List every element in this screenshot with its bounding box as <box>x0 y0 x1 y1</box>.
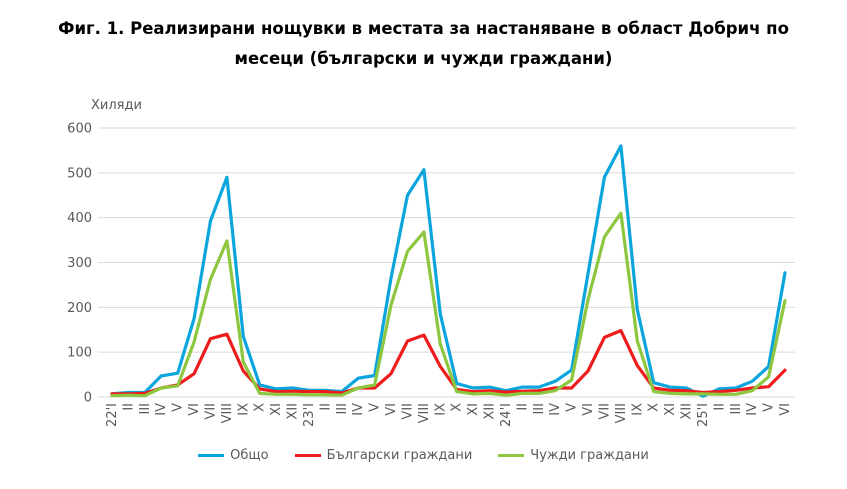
x-tick-label: II <box>121 403 136 411</box>
x-tick-label: IV <box>548 403 563 416</box>
legend-item: Чужди граждани <box>498 448 649 463</box>
x-tick-label: VIII <box>614 403 629 423</box>
x-tick-label: IX <box>236 403 251 416</box>
chart-legend: Общо Български граждани Чужди граждани <box>0 448 847 463</box>
x-tick-label: XII <box>680 403 695 420</box>
legend-item: Български граждани <box>294 448 473 463</box>
x-tick-label: III <box>138 403 153 415</box>
legend-label: Чужди граждани <box>530 448 649 463</box>
y-tick-label: 600 <box>67 122 92 137</box>
x-tick-label: XI <box>663 403 678 416</box>
x-tick-label: VI <box>187 403 202 416</box>
chart-title-line-1: Фиг. 1. Реализирани нощувки в местата за… <box>58 19 789 38</box>
y-tick-label: 200 <box>67 301 92 316</box>
y-tick-label: 100 <box>67 346 92 361</box>
y-axis-label: Хиляди <box>91 98 142 113</box>
legend-swatch <box>498 454 525 457</box>
x-tick-label: III <box>729 403 744 415</box>
x-tick-label: IX <box>630 403 645 416</box>
x-tick-label: II <box>515 403 530 411</box>
series-line-2 <box>110 329 787 396</box>
x-tick-label: VI <box>581 403 596 416</box>
x-tick-label: IV <box>154 403 169 416</box>
series-line-1 <box>110 144 787 398</box>
legend-label: Общо <box>230 448 269 463</box>
x-tick-label: V <box>171 403 186 412</box>
x-tick-label: XI <box>269 403 284 416</box>
x-tick-label: IV <box>351 403 366 416</box>
x-tick-label: 23'I <box>302 403 317 427</box>
x-tick-label: X <box>647 403 662 412</box>
y-tick-label: 300 <box>67 256 92 271</box>
x-tick-label: III <box>335 403 350 415</box>
x-tick-label: VI <box>384 403 399 416</box>
legend-label: Български граждани <box>326 448 473 463</box>
x-tick-label: 24'I <box>499 403 514 427</box>
x-tick-label: 22'I <box>105 403 120 427</box>
legend-swatch <box>294 454 321 457</box>
y-tick-label: 0 <box>84 391 92 406</box>
x-tick-label: II <box>318 403 333 411</box>
x-tick-label: XII <box>483 403 498 420</box>
y-tick-label: 400 <box>67 211 92 226</box>
x-tick-label: IX <box>433 403 448 416</box>
x-tick-label: X <box>450 403 465 412</box>
legend-swatch <box>198 454 225 457</box>
y-tick-label: 500 <box>67 166 92 181</box>
chart-title-line-2: месеци (български и чужди граждани) <box>234 49 613 68</box>
x-tick-label: V <box>565 403 580 412</box>
x-tick-label: V <box>762 403 777 412</box>
x-tick-label: II <box>712 403 727 411</box>
x-tick-label: VII <box>597 403 612 420</box>
x-tick-label: III <box>532 403 547 415</box>
x-tick-label: VIII <box>417 403 432 423</box>
x-tick-label: VIII <box>220 403 235 423</box>
x-tick-label: XII <box>286 403 301 420</box>
series-line-3 <box>110 211 787 398</box>
x-tick-label: V <box>368 403 383 412</box>
legend-item: Общо <box>198 448 269 463</box>
x-tick-label: VII <box>400 403 415 420</box>
x-tick-label: VII <box>203 403 218 420</box>
x-tick-label: IV <box>745 403 760 416</box>
x-tick-label: X <box>253 403 268 412</box>
chart-title: Фиг. 1. Реализирани нощувки в местата за… <box>0 14 847 74</box>
x-tick-label: VI <box>778 403 793 416</box>
x-tick-label: 25'I <box>696 403 711 427</box>
x-tick-label: XI <box>466 403 481 416</box>
